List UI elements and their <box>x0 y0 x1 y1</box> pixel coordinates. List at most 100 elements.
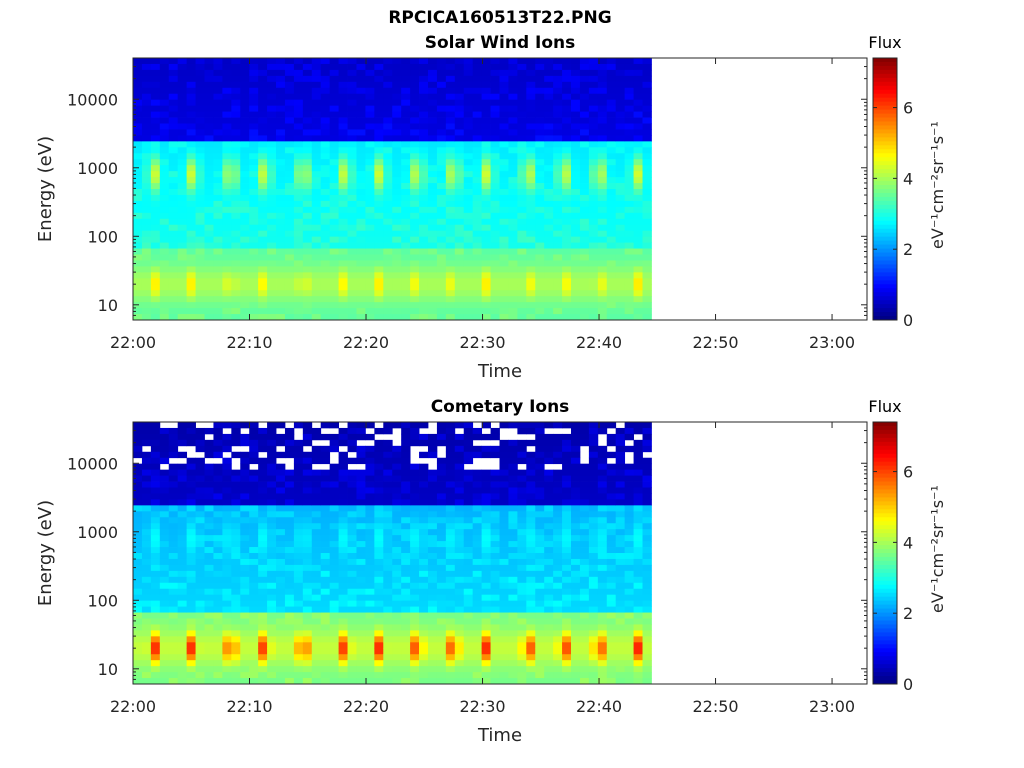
heatmap-cell <box>571 183 581 190</box>
heatmap-cell <box>427 159 438 166</box>
heatmap-cell <box>615 248 626 255</box>
heatmap-cell <box>427 582 438 590</box>
heatmap-cell <box>508 630 518 637</box>
heatmap-cell <box>526 678 536 685</box>
heatmap-cell <box>383 451 393 459</box>
heatmap-cell <box>150 660 161 667</box>
heatmap-cell <box>311 254 322 261</box>
heatmap-cell <box>419 296 429 303</box>
heatmap-cell <box>597 224 608 232</box>
heatmap-cell <box>240 594 250 602</box>
heatmap-cell <box>276 558 286 566</box>
heatmap-cell <box>186 75 196 83</box>
heatmap-cell <box>392 457 402 465</box>
heatmap-cell <box>195 159 205 166</box>
heatmap-cell <box>419 487 429 494</box>
heatmap-cell <box>267 475 277 482</box>
colorbar-segment <box>873 129 897 134</box>
heatmap-cell <box>186 594 196 602</box>
heatmap-cell <box>267 165 277 172</box>
heatmap-cell <box>276 177 286 184</box>
heatmap-cell <box>267 541 277 548</box>
heatmap-cell <box>320 547 331 554</box>
heatmap-cell <box>392 588 402 596</box>
heatmap-cell <box>320 242 331 249</box>
heatmap-cell <box>419 159 429 166</box>
heatmap-cell <box>293 177 304 184</box>
heatmap-cell <box>150 666 161 673</box>
heatmap-cell <box>508 481 518 488</box>
heatmap-cell <box>302 189 313 196</box>
heatmap-cell <box>571 117 581 124</box>
heatmap-cell <box>374 469 384 476</box>
heatmap-cell <box>410 206 420 214</box>
heatmap-cell <box>204 445 214 453</box>
heatmap-cell <box>553 564 563 572</box>
heatmap-cell <box>204 678 214 685</box>
heatmap-cell <box>383 600 393 607</box>
heatmap-cell <box>427 123 438 130</box>
heatmap-cell <box>481 159 491 166</box>
heatmap-cell <box>383 296 393 303</box>
heatmap-cell <box>445 254 456 261</box>
heatmap-cell <box>392 475 402 482</box>
heatmap-cell <box>427 523 438 530</box>
heatmap-cell <box>150 248 161 255</box>
heatmap-cell <box>588 529 599 536</box>
colorbar-segment <box>873 137 897 142</box>
heatmap-cell <box>329 296 339 303</box>
heatmap-cell <box>419 266 429 273</box>
heatmap-cell <box>508 111 518 118</box>
heatmap-cell <box>517 666 527 673</box>
heatmap-cell <box>481 200 491 208</box>
heatmap-cell <box>293 439 304 447</box>
heatmap-cell <box>195 678 205 685</box>
heatmap-cell <box>293 260 304 267</box>
heatmap-cell <box>320 481 331 488</box>
heatmap-cell <box>490 230 500 238</box>
heatmap-cell <box>445 302 456 309</box>
heatmap-cell <box>141 618 152 625</box>
heatmap-cell <box>231 600 241 607</box>
heatmap-cell <box>508 541 518 548</box>
heatmap-cell <box>454 266 465 273</box>
heatmap-cell <box>454 218 465 226</box>
heatmap-cell <box>490 648 500 655</box>
heatmap-cell <box>633 159 643 166</box>
heatmap-cell <box>535 547 545 554</box>
heatmap-cell <box>419 99 429 107</box>
heatmap-cell <box>588 284 599 291</box>
heatmap-cell <box>150 218 161 226</box>
heatmap-cell <box>606 254 617 261</box>
heatmap-cell <box>302 624 313 631</box>
heatmap-cell <box>293 618 304 625</box>
heatmap-cell <box>267 511 277 518</box>
heatmap-cell <box>526 194 536 202</box>
heatmap-cell <box>579 278 590 285</box>
heatmap-cell <box>240 165 250 172</box>
heatmap-cell <box>338 230 348 238</box>
heatmap-cell <box>267 159 277 166</box>
heatmap-cell <box>302 451 313 459</box>
heatmap-cell <box>544 672 554 679</box>
heatmap-cell <box>642 111 652 118</box>
heatmap-cell <box>195 153 205 160</box>
heatmap-cell <box>535 475 545 482</box>
heatmap-cell <box>401 612 411 619</box>
heatmap-cell <box>526 541 536 548</box>
heatmap-cell <box>267 129 277 136</box>
heatmap-cell <box>579 553 590 560</box>
heatmap-cell <box>177 284 188 291</box>
heatmap-cell <box>410 194 420 202</box>
heatmap-cell <box>436 242 447 249</box>
heatmap-cell <box>553 612 563 619</box>
heatmap-cell <box>579 541 590 548</box>
heatmap-cell <box>553 87 563 95</box>
heatmap-cell <box>213 517 223 524</box>
heatmap-cell <box>195 206 205 214</box>
heatmap-cell <box>419 93 429 101</box>
heatmap-cell <box>392 81 402 89</box>
heatmap-cell <box>133 242 143 249</box>
heatmap-cell <box>249 75 259 83</box>
heatmap-cell <box>445 630 456 637</box>
